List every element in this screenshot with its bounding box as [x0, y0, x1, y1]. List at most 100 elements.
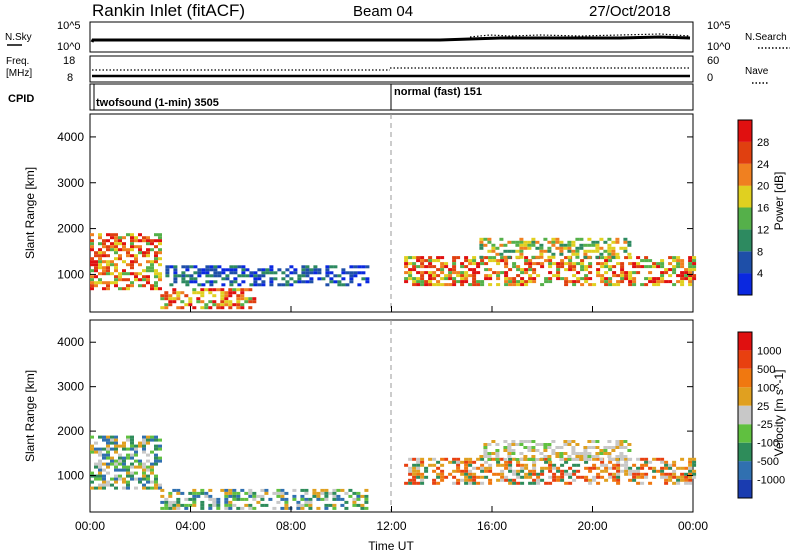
echo-cell	[90, 248, 94, 252]
echo-cell	[523, 246, 528, 250]
echo-cell	[656, 262, 661, 266]
echo-cell	[564, 277, 569, 281]
echo-cell	[404, 463, 409, 467]
echo-cell	[692, 277, 697, 281]
echo-cell	[660, 475, 665, 479]
echo-cell	[106, 465, 110, 469]
echo-cell	[361, 265, 366, 269]
echo-cell	[535, 449, 540, 452]
echo-cell	[408, 256, 413, 260]
echo-cell	[580, 283, 585, 287]
echo-cell	[623, 455, 628, 458]
echo-cell	[616, 262, 621, 266]
echo-cell	[114, 438, 118, 442]
echo-cell	[220, 297, 225, 301]
echo-cell	[216, 303, 221, 307]
echo-cell	[680, 259, 685, 263]
echo-cell	[208, 306, 213, 310]
echo-cell	[628, 466, 633, 470]
echo-cell	[257, 277, 262, 281]
echo-cell	[212, 288, 217, 292]
echo-cell	[644, 259, 649, 263]
echo-cell	[440, 457, 445, 461]
echo-cell	[134, 275, 138, 279]
echo-cell	[592, 478, 597, 482]
echo-cell	[90, 242, 94, 246]
echo-cell	[177, 274, 182, 278]
echo-cell	[408, 277, 413, 281]
echo-cell	[524, 475, 529, 479]
echo-cell	[416, 271, 421, 275]
echo-cell	[332, 494, 337, 498]
echo-cell	[492, 271, 497, 275]
echo-cell	[564, 469, 569, 473]
echo-cell	[154, 254, 158, 258]
echo-cell	[535, 458, 540, 461]
echo-cell	[600, 463, 605, 467]
echo-cell	[432, 469, 437, 473]
echo-cell	[130, 242, 134, 246]
echo-cell	[106, 456, 110, 460]
echo-cell	[600, 475, 605, 479]
echo-cell	[102, 245, 106, 249]
echo-cell	[432, 481, 437, 485]
echo-cell	[337, 283, 342, 287]
echo-cell	[488, 283, 493, 287]
echo-cell	[345, 271, 350, 275]
echo-cell	[487, 455, 492, 458]
echo-cell	[612, 283, 617, 287]
echo-cell	[98, 251, 102, 255]
echo-cell	[412, 280, 417, 284]
echo-cell	[688, 466, 693, 470]
echo-cell	[325, 274, 330, 278]
echo-cell	[516, 469, 521, 473]
echo-cell	[539, 249, 544, 253]
echo-cell	[252, 497, 257, 501]
echo-cell	[499, 243, 504, 247]
echo-cell	[337, 274, 342, 278]
echo-cell	[539, 243, 544, 247]
echo-cell	[523, 440, 528, 443]
echo-cell	[508, 469, 513, 473]
echo-cell	[492, 457, 497, 461]
echo-cell	[325, 265, 330, 269]
echo-cell	[543, 455, 548, 458]
echo-cell	[692, 262, 697, 266]
echo-cell	[552, 463, 557, 467]
colorbar-tick-label: 1000	[757, 345, 781, 357]
echo-cell	[536, 274, 541, 278]
echo-cell	[564, 280, 569, 284]
echo-cell	[540, 466, 545, 470]
echo-cell	[595, 249, 600, 253]
echo-cell	[575, 255, 580, 259]
echo-cell	[596, 466, 601, 470]
echo-cell	[130, 474, 134, 478]
echo-cell	[551, 243, 556, 247]
echo-cell	[98, 450, 102, 454]
echo-cell	[640, 265, 645, 269]
echo-cell	[301, 265, 306, 269]
echo-cell	[180, 491, 185, 495]
echo-cell	[511, 240, 516, 244]
echo-cell	[98, 453, 102, 457]
echo-cell	[138, 251, 142, 255]
echo-cell	[94, 465, 98, 469]
echo-cell	[245, 274, 250, 278]
echo-cell	[324, 494, 329, 498]
echo-cell	[150, 450, 154, 454]
echo-cell	[252, 494, 257, 498]
echo-cell	[583, 452, 588, 455]
echo-cell	[476, 271, 481, 275]
echo-cell	[180, 300, 185, 304]
echo-cell	[349, 277, 354, 281]
echo-cell	[337, 280, 342, 284]
echo-cell	[349, 274, 354, 278]
echo-cell	[192, 488, 197, 492]
echo-cell	[672, 271, 677, 275]
colorbar-swatch	[738, 461, 752, 480]
echo-cell	[192, 491, 197, 495]
echo-cell	[192, 497, 197, 501]
echo-cell	[142, 251, 146, 255]
echo-cell	[656, 283, 661, 287]
echo-cell	[684, 274, 689, 278]
